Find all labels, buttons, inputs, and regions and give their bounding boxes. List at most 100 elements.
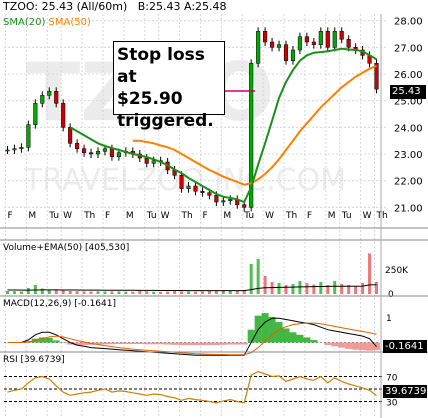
volume-panel-header: Volume+EMA(50) [405,530] bbox=[3, 243, 129, 253]
macd-histogram-bar bbox=[101, 342, 109, 345]
volume-bar bbox=[61, 290, 65, 294]
macd-histogram-bar bbox=[303, 337, 311, 343]
candle-body bbox=[26, 124, 31, 148]
candle-body bbox=[242, 204, 247, 208]
annotation-line-3: triggered. bbox=[117, 111, 214, 131]
volume-y-tick-label: 0 bbox=[388, 290, 394, 300]
candle-body bbox=[54, 91, 59, 104]
macd-histogram-bar bbox=[143, 342, 151, 345]
symbol-label: TZOO bbox=[3, 0, 35, 13]
volume-bar bbox=[19, 291, 23, 294]
candle-body bbox=[12, 148, 17, 151]
candle-body bbox=[263, 31, 268, 43]
macd-histogram-bar bbox=[150, 342, 158, 345]
candle-body bbox=[374, 63, 379, 90]
price-y-tick-label: 27.00 bbox=[394, 43, 423, 54]
candle-body bbox=[102, 148, 108, 152]
legend: SMA(20) SMA(50) bbox=[3, 17, 91, 28]
candle-body bbox=[297, 36, 302, 51]
macd-histogram-bar bbox=[324, 342, 332, 346]
price-y-tick-label: 21.00 bbox=[394, 203, 423, 214]
volume-bar bbox=[54, 290, 58, 294]
macd-signal-line bbox=[7, 322, 377, 356]
rsi-line bbox=[7, 370, 377, 404]
macd-histogram-bar bbox=[331, 342, 339, 347]
volume-bar bbox=[235, 291, 239, 294]
candle-body bbox=[270, 41, 275, 48]
stop-loss-annotation: Stop loss at $25.90 triggered. bbox=[113, 41, 225, 131]
volume-bar bbox=[40, 288, 44, 294]
candle-body bbox=[40, 95, 45, 104]
volume-bar bbox=[138, 291, 142, 294]
volume-bar bbox=[354, 286, 358, 294]
x-tick-label: F bbox=[202, 211, 207, 221]
x-tick-label: Th bbox=[181, 211, 193, 221]
volume-bar bbox=[242, 290, 246, 294]
volume-bar bbox=[347, 285, 351, 294]
macd-histogram-bar bbox=[275, 322, 283, 343]
candle-body bbox=[151, 160, 156, 164]
macd-histogram-bar bbox=[345, 342, 353, 349]
volume-bar bbox=[68, 291, 72, 294]
x-tick-label: W bbox=[63, 211, 72, 221]
candle-body bbox=[33, 103, 38, 125]
macd-histogram-bar bbox=[73, 342, 81, 346]
volume-bar bbox=[180, 291, 184, 294]
macd-histogram-bar bbox=[282, 328, 290, 343]
bid-label: B:25.43 bbox=[137, 0, 181, 13]
volume-bar bbox=[145, 291, 149, 294]
volume-title: Volume+EMA(50) bbox=[3, 243, 83, 253]
volume-bar bbox=[312, 284, 316, 294]
macd-histogram-bar bbox=[247, 329, 255, 343]
candle-body bbox=[179, 175, 184, 189]
candle-body bbox=[276, 44, 282, 48]
x-tick-label: Th bbox=[376, 211, 388, 221]
macd-histogram-bar bbox=[178, 342, 186, 346]
macd-histogram-bar bbox=[191, 342, 199, 346]
macd-title: MACD(12,26,9) bbox=[3, 299, 72, 309]
macd-histogram-bar bbox=[122, 342, 130, 345]
volume-bar bbox=[333, 281, 337, 294]
candle-body bbox=[116, 152, 121, 157]
macd-histogram-bar bbox=[240, 342, 248, 345]
macd-histogram-bar bbox=[226, 342, 234, 345]
macd-histogram-bar bbox=[52, 340, 60, 343]
volume-bar bbox=[249, 264, 253, 294]
macd-histogram-bar bbox=[296, 334, 304, 343]
volume-bar bbox=[277, 283, 281, 294]
volume-bar bbox=[298, 281, 302, 294]
price-y-tick-label: 24.00 bbox=[394, 123, 423, 134]
volume-bar bbox=[256, 259, 260, 294]
candle-body bbox=[228, 199, 233, 201]
volume-bar bbox=[12, 291, 16, 294]
volume-bar bbox=[214, 290, 218, 294]
x-tick-label: M bbox=[126, 211, 134, 221]
chart-header: TZOO: 25.43 (All/60m) B:25.43 A:25.48 bbox=[3, 0, 227, 13]
macd-histogram-bar bbox=[205, 342, 213, 346]
x-tick-label: Tu bbox=[146, 211, 157, 221]
x-tick-label: Th bbox=[83, 211, 95, 221]
volume-bar bbox=[207, 291, 211, 294]
macd-y-tick-label: 1 bbox=[386, 314, 392, 324]
x-tick-label: W bbox=[363, 211, 372, 221]
candle-body bbox=[193, 185, 198, 192]
ask-label: A:25.48 bbox=[183, 0, 227, 13]
macd-histogram-bar bbox=[212, 342, 220, 346]
rsi-value: [39.6739] bbox=[20, 355, 65, 365]
macd-histogram-bar bbox=[352, 342, 360, 350]
macd-last-tag: -0.1641 bbox=[383, 340, 427, 353]
annotation-line-2: $25.90 bbox=[117, 89, 183, 109]
candle-body bbox=[311, 41, 316, 45]
macd-histogram-bar bbox=[310, 339, 318, 343]
x-tick-label: Tu bbox=[243, 211, 254, 221]
candle-body bbox=[339, 31, 344, 40]
price-y-tick-label: 26.00 bbox=[394, 70, 423, 81]
price-y-tick-label: 22.00 bbox=[394, 177, 423, 188]
price-y-tick-label: 23.00 bbox=[394, 150, 423, 161]
macd-histogram-bar bbox=[136, 342, 144, 345]
candle-body bbox=[75, 143, 80, 149]
volume-bar bbox=[305, 283, 309, 294]
macd-histogram-bar bbox=[268, 316, 276, 343]
macd-histogram-bar bbox=[171, 342, 179, 345]
candle-body bbox=[304, 36, 309, 43]
